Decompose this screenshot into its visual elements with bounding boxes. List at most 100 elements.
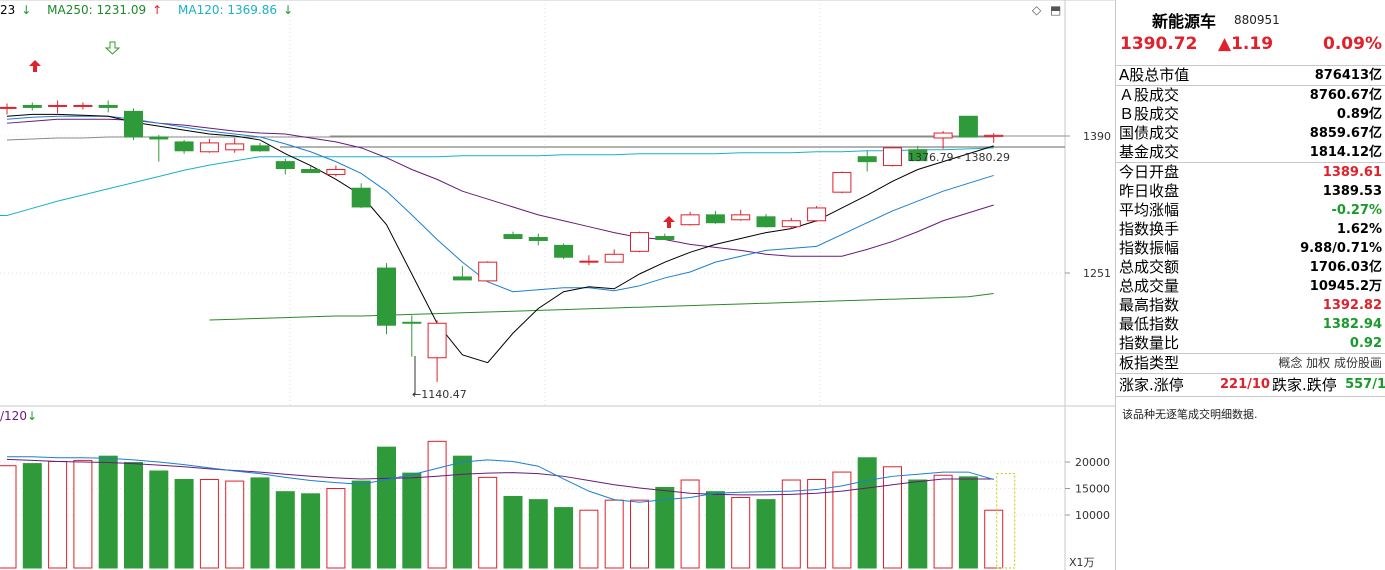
stat-avg-change: 平均涨幅 -0.27% <box>1116 201 1385 220</box>
stat-a-mktcap: A股总市值 876413亿 <box>1116 66 1385 85</box>
volume-bar <box>630 499 649 569</box>
volume-bar <box>124 462 143 569</box>
volume-legend: /120↓ <box>0 409 37 423</box>
down-count-value: 557/1 <box>1345 377 1385 392</box>
stat-label: Ｂ股成交 <box>1119 105 1180 123</box>
price-tick-label: 1251 <box>1083 267 1111 280</box>
volume-bar <box>0 465 17 569</box>
candle-body <box>705 214 725 224</box>
stat-value: 0.89亿 <box>1336 107 1382 122</box>
stat-label: 平均涨幅 <box>1119 201 1180 219</box>
volume-bar <box>807 478 827 569</box>
quote-row: 1390.72 ▲1.19 0.09% <box>1116 34 1385 58</box>
volume-bar <box>554 507 574 569</box>
stat-label: A股总市值 <box>1119 66 1190 84</box>
candle-body <box>48 104 68 107</box>
stat-low: 最低指数 1382.94 <box>1116 315 1385 334</box>
index-title: 新能源车 880951 <box>1116 4 1385 31</box>
stat-label: Ａ股成交 <box>1119 86 1180 104</box>
kline-chart-svg[interactable]: 1390 1251 20000 15000 10000 X1万 ←1140.47 1376.7… <box>0 0 1115 570</box>
candle-body <box>275 161 295 170</box>
stat-label: 昨日收盘 <box>1119 182 1180 200</box>
volume-bar <box>781 479 801 569</box>
candle-body <box>98 104 118 108</box>
volume-bar <box>528 499 548 569</box>
index-type-tags[interactable]: 概念 加权 成份股画 <box>1278 356 1382 370</box>
stat-value: 1389.53 <box>1322 184 1382 199</box>
volume-bar <box>655 486 675 569</box>
stat-value: 1.62% <box>1336 222 1382 237</box>
ma-legend: 23 ↓ MA250: 1231.09 ↑ MA120: 1369.86 ↓ <box>0 3 305 17</box>
stat-volume-ratio: 指数量比 0.92 <box>1116 334 1385 353</box>
volume-bar <box>832 471 852 569</box>
candle-body <box>655 236 675 240</box>
current-price: 1390.72 <box>1120 34 1198 54</box>
quote-panel: 新能源车 880951 1390.72 ▲1.19 0.09% A股总市值 876… <box>1115 0 1385 570</box>
volume-bar <box>149 470 169 569</box>
stat-value: -0.27% <box>1331 203 1383 218</box>
volume-bar <box>478 476 498 569</box>
low-annotation-label: ←1140.47 <box>412 388 467 401</box>
candle-body <box>0 106 17 109</box>
volume-bar <box>98 455 118 569</box>
volume-bar <box>503 495 523 569</box>
stat-value: 1389.61 <box>1322 165 1382 180</box>
stat-high: 最高指数 1392.82 <box>1116 296 1385 315</box>
stat-label: 最高指数 <box>1119 296 1180 314</box>
up-count-label: 涨家.涨停 <box>1119 376 1184 394</box>
stat-value: 1392.82 <box>1322 298 1382 313</box>
candle-body <box>554 244 574 258</box>
stat-value: 1706.03亿 <box>1309 260 1382 275</box>
stat-bond-turnover: 国债成交 8859.67亿 <box>1116 124 1385 143</box>
candle-body <box>579 260 599 263</box>
ma250-arrow: ↑ <box>152 3 163 17</box>
ma-blue-line <box>6 115 994 293</box>
candle-body <box>452 276 472 281</box>
volume-bar <box>377 446 396 569</box>
candle-body <box>174 141 194 152</box>
volume-ma-arrow: ↓ <box>26 409 38 423</box>
volume-unit-label: X1万 <box>1069 556 1095 569</box>
candle-body <box>807 207 827 222</box>
candle-body <box>478 261 498 282</box>
stat-value: 10945.2万 <box>1309 279 1382 294</box>
candle-body <box>958 115 978 138</box>
ma250-line <box>209 293 994 321</box>
up-count-value: 221/10 <box>1220 377 1270 392</box>
volume-bar <box>326 488 346 569</box>
volume-bar <box>933 474 953 569</box>
ma250-label: MA250: 1231.09 ↑ <box>47 3 168 17</box>
volume-bar <box>579 509 599 569</box>
stat-value: 1382.94 <box>1322 317 1382 332</box>
candle-body <box>857 156 877 163</box>
volume-bar <box>756 499 776 569</box>
volume-bar <box>604 499 624 569</box>
stat-index-type: 板指类型 概念 加权 成份股画 <box>1116 354 1385 373</box>
price-tick-label: 1390 <box>1083 130 1111 143</box>
candle-body <box>149 136 169 140</box>
notice-text: 该品种无逐笔成交明细数据. <box>1122 408 1258 421</box>
volume-tick-label: 10000 <box>1075 509 1110 522</box>
volume-bar <box>984 509 1004 569</box>
volume-highlight-frame <box>996 473 1016 569</box>
diamond-icon[interactable]: ◇ <box>1032 3 1042 17</box>
ma-gray-line <box>6 136 994 141</box>
ma-partial-arrow: ↓ <box>21 3 32 17</box>
candle-body <box>199 142 219 153</box>
expand-icon[interactable]: ⬒ <box>1050 3 1062 17</box>
candle-body <box>503 234 523 240</box>
volume-bar <box>22 463 42 569</box>
volume-bar <box>705 491 725 569</box>
stat-value: 0.92 <box>1349 336 1382 351</box>
candle-body <box>731 214 751 221</box>
kline-chart-area[interactable]: 1390 1251 20000 15000 10000 X1万 ←1140.47 1376.7… <box>0 0 1115 570</box>
candle-body <box>984 134 1004 137</box>
volume-bar <box>301 493 321 569</box>
stat-value: 8760.67亿 <box>1309 88 1382 103</box>
candle-body <box>908 149 928 162</box>
ma-partial-text: 23 <box>0 3 16 17</box>
candle-body <box>604 253 624 263</box>
candle-body <box>22 104 42 108</box>
price-change-pct: 0.09% <box>1323 34 1382 54</box>
volume-ma-purple-line <box>6 458 994 496</box>
